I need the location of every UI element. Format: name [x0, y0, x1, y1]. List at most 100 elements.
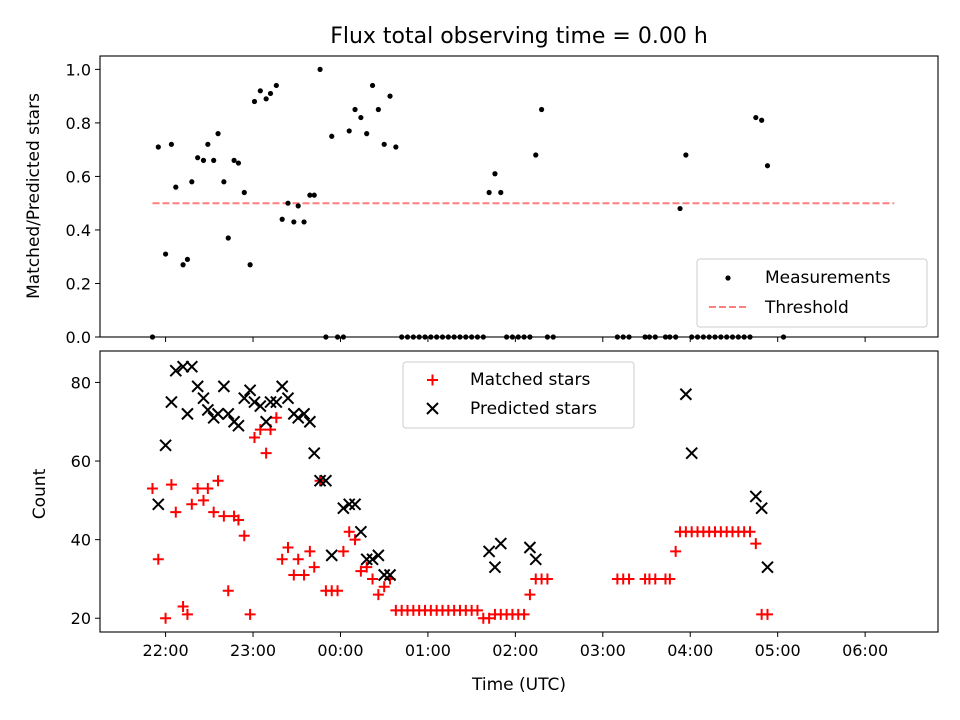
matched-stars-point: [361, 561, 373, 573]
matched-stars-point: [232, 514, 244, 526]
predicted-stars-point: [383, 568, 397, 582]
measurement-point: [184, 256, 191, 262]
predicted-stars-point: [319, 474, 333, 487]
matched-stars-point: [208, 506, 220, 518]
bottom-x-ticks: 22:00 23:00 00:00 01:00 02:00 03:00 04:00 05:00…: [143, 632, 888, 660]
predicted-stars-point: [377, 568, 391, 582]
top-plot-frame: [99, 55, 939, 338]
predicted-stars-point: [297, 407, 311, 421]
predicted-stars-point: [211, 407, 225, 421]
y-tick-label: 0.8: [66, 114, 91, 133]
measurement-point: [369, 82, 376, 89]
x-axis-label: Time (UTC): [471, 675, 566, 695]
legend-matched-marker: [427, 374, 438, 386]
measurement-point: [200, 157, 207, 163]
matched-stars-point: [177, 600, 189, 612]
measurement-point: [180, 262, 186, 268]
measurement-point: [301, 219, 307, 225]
predicted-stars-point: [360, 553, 373, 566]
matched-stars-point: [238, 530, 250, 542]
matched-stars-point: [152, 553, 164, 565]
matched-stars-point: [146, 483, 158, 495]
predicted-stars-point: [201, 403, 215, 417]
top-y-axis-label: Matched/Predicted stars: [24, 93, 44, 299]
measurement-point: [346, 128, 352, 134]
measurement-point: [759, 117, 765, 123]
top-legend: Measurements Threshold: [696, 258, 928, 328]
matched-stars-point: [378, 581, 390, 593]
matched-stars-point: [288, 569, 300, 581]
predicted-stars-point: [343, 498, 356, 511]
predicted-stars-point: [217, 380, 231, 393]
predicted-stars-point: [308, 446, 321, 460]
matched-stars-point: [367, 573, 379, 585]
matched-stars-point: [202, 483, 214, 495]
matched-stars-point: [308, 561, 320, 573]
x-tick-label: 00:00: [317, 641, 363, 660]
measurement-point: [205, 141, 211, 147]
bottom-y-ticks: 20 40 60 80: [71, 373, 100, 628]
predicted-stars-point: [488, 560, 502, 574]
predicted-stars-point: [259, 415, 273, 428]
predicted-stars-point: [303, 415, 317, 428]
predicted-stars-point: [191, 380, 204, 393]
matched-stars-point: [197, 494, 209, 506]
matched-stars-point: [337, 545, 349, 557]
measurement-point: [683, 152, 689, 158]
measurement-point: [295, 203, 301, 209]
measurement-point: [364, 131, 370, 137]
y-tick-label: 0.0: [66, 328, 91, 347]
bottom-legend: Matched stars Predicted stars: [402, 361, 635, 429]
predicted-stars-point: [354, 525, 368, 538]
y-tick-label: 0.2: [66, 274, 91, 293]
matched-stars-point: [254, 424, 266, 436]
matched-stars-point: [761, 608, 773, 620]
measurement-point: [168, 141, 175, 147]
measurement-point: [358, 114, 364, 121]
bottom-legend-box: [402, 361, 635, 429]
measurement-point: [285, 200, 291, 206]
predicted-stars-point: [238, 391, 251, 405]
predicted-stars-point: [749, 490, 763, 503]
predicted-stars-point: [270, 395, 283, 409]
predicted-stars-point: [152, 498, 165, 511]
matched-stars-point: [471, 604, 483, 616]
top-marks: [149, 66, 895, 340]
matched-stars-point: [744, 526, 756, 538]
top-x-ticks: [165, 337, 866, 342]
matched-stars-point: [304, 545, 316, 557]
predicted-stars-point: [337, 501, 350, 515]
y-tick-label: 60: [71, 452, 91, 471]
matched-stars-point: [372, 589, 384, 601]
measurement-point: [273, 82, 279, 89]
matched-stars-point: [670, 545, 682, 557]
matched-stars-point: [332, 585, 344, 597]
top-legend-box: [696, 258, 928, 328]
x-tick-label: 23:00: [230, 641, 276, 660]
predicted-stars-point: [523, 541, 537, 554]
predicted-stars-point: [185, 360, 199, 373]
legend-measurements-label: Measurements: [765, 268, 891, 288]
matched-stars-point: [664, 573, 676, 585]
predicted-stars-point: [291, 411, 305, 425]
matched-stars-point: [192, 483, 204, 495]
measurement-point: [235, 160, 242, 166]
measurement-point: [753, 114, 759, 121]
measurement-point: [677, 205, 683, 212]
measurement-point: [257, 88, 263, 94]
matched-stars-point: [483, 612, 495, 624]
measurement-point: [195, 155, 201, 161]
predicted-stars-point: [159, 439, 172, 452]
legend-predicted-label: Predicted stars: [470, 399, 597, 419]
matched-stars-point: [750, 538, 762, 550]
measurement-point: [241, 189, 247, 196]
measurement-point: [486, 189, 492, 196]
x-tick-label: 05:00: [755, 641, 801, 660]
measurement-point: [247, 262, 253, 268]
matched-stars-point: [282, 542, 294, 554]
measurement-point: [764, 163, 771, 169]
measurement-point: [279, 216, 285, 222]
predicted-stars-point: [243, 384, 257, 397]
predicted-stars-point: [222, 407, 235, 421]
